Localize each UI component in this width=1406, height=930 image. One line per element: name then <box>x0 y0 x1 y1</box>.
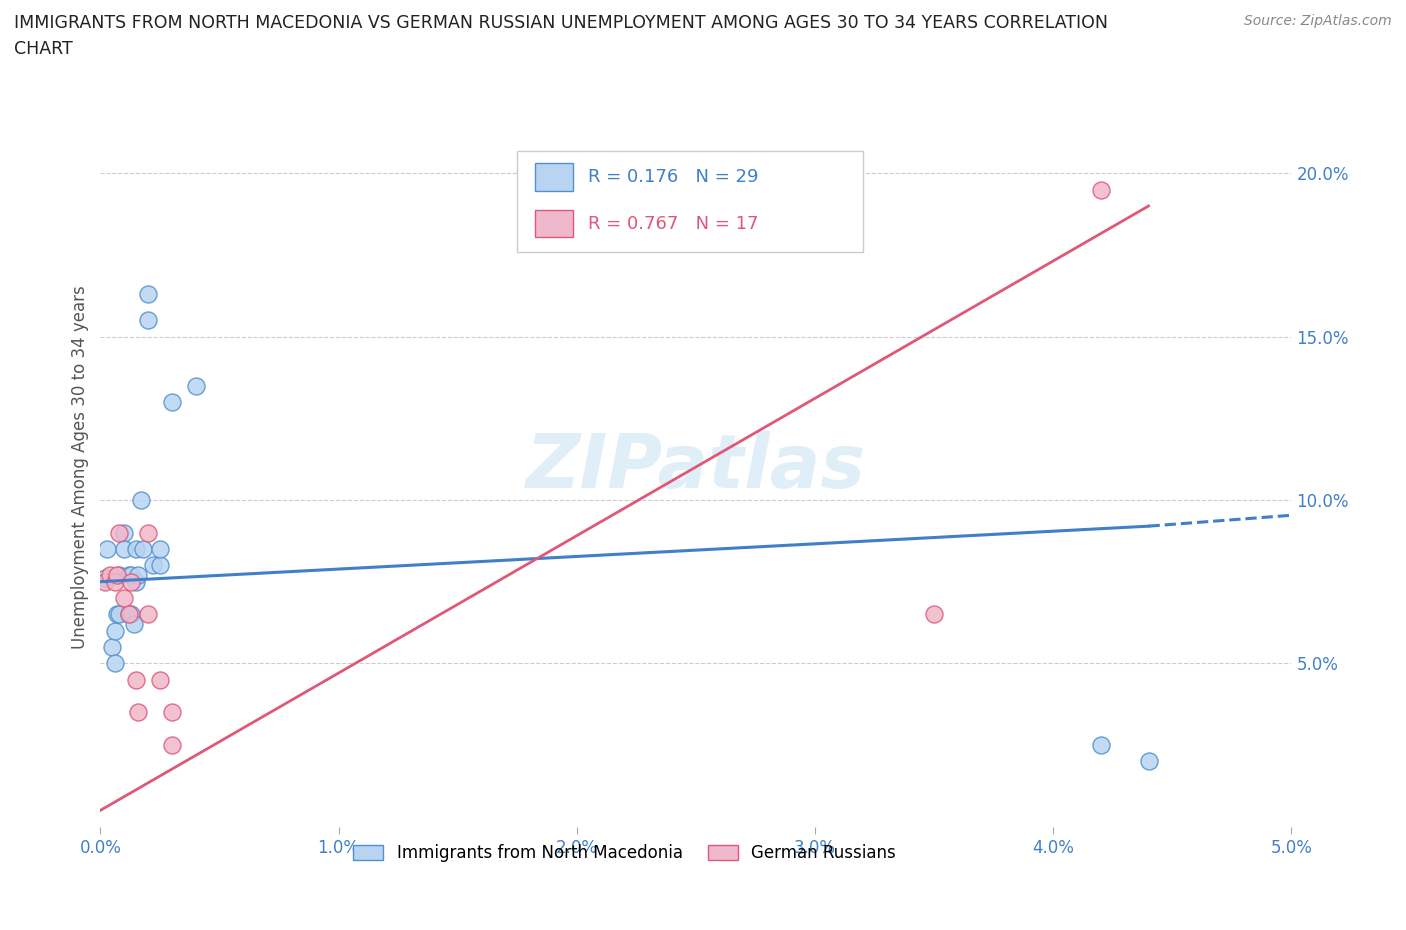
Text: Source: ZipAtlas.com: Source: ZipAtlas.com <box>1244 14 1392 28</box>
Point <box>118 607 141 622</box>
Point <box>120 567 142 582</box>
Point <box>142 558 165 573</box>
Text: IMMIGRANTS FROM NORTH MACEDONIA VS GERMAN RUSSIAN UNEMPLOYMENT AMONG AGES 30 TO : IMMIGRANTS FROM NORTH MACEDONIA VS GERMA… <box>14 14 1108 59</box>
Point <box>118 567 141 582</box>
Point <box>1090 182 1112 197</box>
Point <box>184 379 207 393</box>
Point <box>125 574 148 589</box>
Point <box>94 574 117 589</box>
Point <box>101 640 124 655</box>
Point <box>149 558 172 573</box>
FancyBboxPatch shape <box>517 151 863 252</box>
Point <box>132 541 155 556</box>
Point <box>149 672 172 687</box>
Point <box>105 607 128 622</box>
Point <box>98 567 121 582</box>
Point <box>922 607 945 622</box>
Text: R = 0.176   N = 29: R = 0.176 N = 29 <box>588 168 758 186</box>
Point <box>136 286 159 301</box>
Point <box>94 571 117 586</box>
Point <box>112 525 135 540</box>
Point <box>1090 737 1112 752</box>
Point <box>104 623 127 638</box>
FancyBboxPatch shape <box>536 164 574 191</box>
Point <box>125 672 148 687</box>
Point <box>149 541 172 556</box>
Point <box>104 656 127 671</box>
Point <box>112 541 135 556</box>
Point <box>129 493 152 508</box>
Point <box>127 705 149 720</box>
Legend: Immigrants from North Macedonia, German Russians: Immigrants from North Macedonia, German … <box>346 837 903 869</box>
Point <box>160 705 183 720</box>
Y-axis label: Unemployment Among Ages 30 to 34 years: Unemployment Among Ages 30 to 34 years <box>72 286 89 649</box>
Text: ZIPatlas: ZIPatlas <box>526 431 866 504</box>
Point <box>127 567 149 582</box>
Point <box>96 541 118 556</box>
Point <box>1137 754 1160 769</box>
Point <box>108 607 131 622</box>
Point <box>118 607 141 622</box>
Point <box>104 574 127 589</box>
Point <box>122 617 145 631</box>
Point <box>136 525 159 540</box>
Point <box>108 567 131 582</box>
FancyBboxPatch shape <box>536 210 574 237</box>
Point <box>136 312 159 327</box>
Text: R = 0.767   N = 17: R = 0.767 N = 17 <box>588 215 758 232</box>
Point <box>120 574 142 589</box>
Point <box>120 607 142 622</box>
Point <box>160 737 183 752</box>
Point <box>136 607 159 622</box>
Point <box>108 525 131 540</box>
Point <box>125 541 148 556</box>
Point <box>160 394 183 409</box>
Point <box>112 591 135 605</box>
Point <box>105 567 128 582</box>
